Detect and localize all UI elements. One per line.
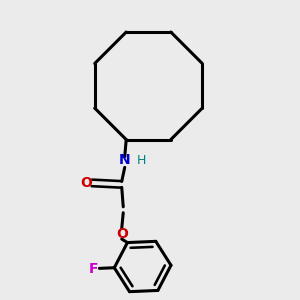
Text: H: H	[136, 154, 146, 167]
Text: O: O	[80, 176, 92, 190]
Text: O: O	[116, 227, 128, 241]
Text: F: F	[89, 262, 98, 276]
Text: N: N	[119, 154, 130, 167]
